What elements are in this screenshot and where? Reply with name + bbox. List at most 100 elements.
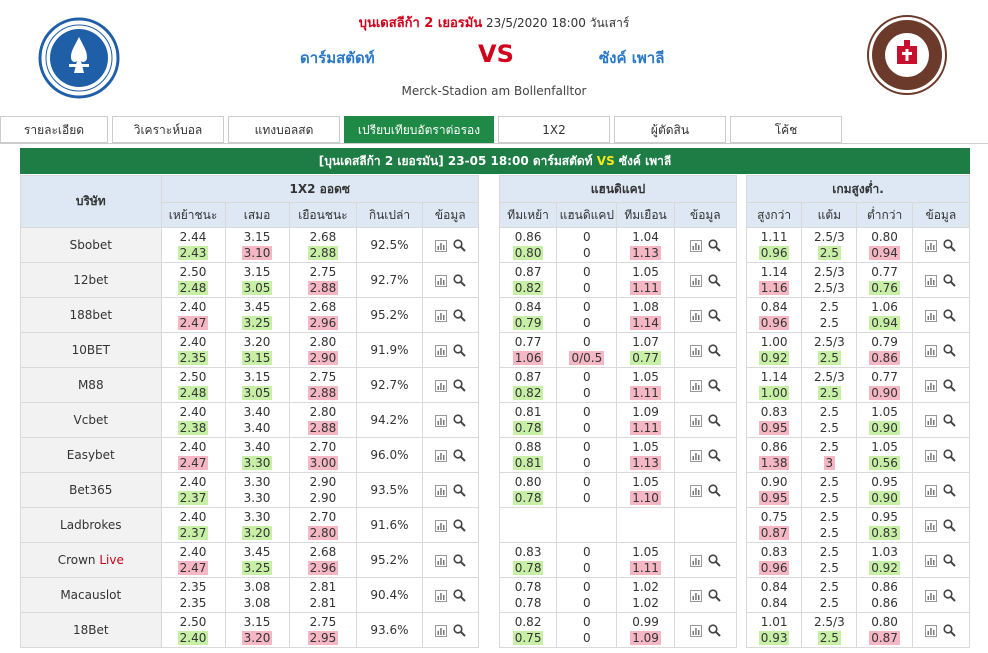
search-icon[interactable] (453, 414, 466, 427)
search-icon[interactable] (708, 449, 721, 462)
search-icon[interactable] (453, 449, 466, 462)
search-icon[interactable] (453, 484, 466, 497)
search-icon[interactable] (453, 344, 466, 357)
company-label[interactable]: Easybet (66, 448, 115, 462)
chart-icon[interactable] (925, 274, 938, 287)
company-label[interactable]: 188bet (69, 308, 113, 322)
search-icon[interactable] (453, 379, 466, 392)
company-label[interactable]: Ladbrokes (60, 518, 122, 532)
search-icon[interactable] (943, 519, 957, 532)
search-icon[interactable] (943, 624, 957, 637)
chart-icon[interactable] (689, 589, 702, 602)
company-label[interactable]: Vcbet (73, 413, 109, 427)
chart-icon[interactable] (925, 239, 938, 252)
chart-icon[interactable] (434, 624, 447, 637)
chart-icon[interactable] (925, 344, 938, 357)
search-icon[interactable] (943, 589, 957, 602)
chart-icon[interactable] (689, 239, 702, 252)
company-label[interactable]: Bet365 (69, 483, 113, 497)
search-icon[interactable] (453, 239, 466, 252)
chart-icon[interactable] (689, 274, 702, 287)
chart-icon[interactable] (434, 519, 447, 532)
company-label[interactable]: Sbobet (69, 238, 112, 252)
search-icon[interactable] (453, 589, 466, 602)
search-icon[interactable] (943, 239, 957, 252)
tab-4[interactable]: 1X2 (498, 116, 610, 143)
chart-icon[interactable] (925, 484, 938, 497)
search-icon[interactable] (943, 379, 957, 392)
search-icon[interactable] (943, 484, 957, 497)
search-icon[interactable] (453, 554, 466, 567)
chart-icon[interactable] (689, 414, 702, 427)
company-name[interactable]: M88 (20, 367, 162, 403)
chart-icon[interactable] (434, 414, 447, 427)
search-icon[interactable] (708, 589, 721, 602)
search-icon[interactable] (943, 309, 957, 322)
chart-icon[interactable] (434, 274, 447, 287)
chart-icon[interactable] (925, 589, 938, 602)
company-name[interactable]: Crown Live (20, 542, 162, 578)
tab-0[interactable]: รายละเอียด (0, 116, 108, 143)
search-icon[interactable] (943, 344, 957, 357)
chart-icon[interactable] (434, 484, 447, 497)
search-icon[interactable] (708, 624, 721, 637)
chart-icon[interactable] (434, 449, 447, 462)
company-name[interactable]: Sbobet (20, 227, 162, 263)
chart-icon[interactable] (925, 309, 938, 322)
company-label[interactable]: 12bet (73, 273, 109, 287)
chart-icon[interactable] (925, 449, 938, 462)
chart-icon[interactable] (434, 589, 447, 602)
chart-icon[interactable] (925, 519, 938, 532)
company-label[interactable]: 18Bet (72, 623, 109, 637)
chart-icon[interactable] (925, 624, 938, 637)
company-name[interactable]: Vcbet (20, 402, 162, 438)
search-icon[interactable] (943, 274, 957, 287)
chart-icon[interactable] (689, 379, 702, 392)
chart-icon[interactable] (434, 239, 447, 252)
tab-1[interactable]: วิเคราะห์บอล (112, 116, 224, 143)
chart-icon[interactable] (925, 379, 938, 392)
tab-5[interactable]: ผู้ตัดสิน (614, 116, 726, 143)
chart-icon[interactable] (689, 624, 702, 637)
tab-3[interactable]: เปรียบเทียบอัตราต่อรอง (344, 116, 494, 143)
chart-icon[interactable] (689, 344, 702, 357)
chart-icon[interactable] (689, 554, 702, 567)
tab-6[interactable]: โค้ช (730, 116, 842, 143)
league-name[interactable]: บุนเดสลีก้า 2 เยอรมัน (358, 16, 483, 31)
search-icon[interactable] (708, 554, 721, 567)
chart-icon[interactable] (689, 449, 702, 462)
home-team-name[interactable]: ดาร์มสตัดท์ (300, 49, 375, 67)
company-name[interactable]: Ladbrokes (20, 507, 162, 543)
chart-icon[interactable] (434, 309, 447, 322)
company-name[interactable]: 10BET (20, 332, 162, 368)
chart-icon[interactable] (434, 379, 447, 392)
search-icon[interactable] (708, 484, 721, 497)
search-icon[interactable] (453, 309, 466, 322)
company-name[interactable]: 18Bet (20, 612, 162, 648)
away-team-name[interactable]: ซังค์ เพาลี (599, 49, 665, 67)
live-link[interactable]: Live (99, 553, 124, 567)
company-name[interactable]: 188bet (20, 297, 162, 333)
search-icon[interactable] (453, 519, 466, 532)
chart-icon[interactable] (925, 414, 938, 427)
company-label[interactable]: 10BET (71, 343, 110, 357)
company-name[interactable]: Easybet (20, 437, 162, 473)
company-name[interactable]: 12bet (20, 262, 162, 298)
search-icon[interactable] (708, 309, 721, 322)
company-label[interactable]: Macauslot (60, 588, 122, 602)
company-name[interactable]: Macauslot (20, 577, 162, 613)
search-icon[interactable] (943, 554, 957, 567)
chart-icon[interactable] (434, 344, 447, 357)
search-icon[interactable] (708, 414, 721, 427)
company-label[interactable]: M88 (77, 378, 104, 392)
search-icon[interactable] (708, 274, 721, 287)
search-icon[interactable] (943, 414, 957, 427)
tab-2[interactable]: แทงบอลสด (228, 116, 340, 143)
company-label[interactable]: Crown (57, 553, 96, 567)
company-name[interactable]: Bet365 (20, 472, 162, 508)
search-icon[interactable] (708, 344, 721, 357)
chart-icon[interactable] (925, 554, 938, 567)
search-icon[interactable] (943, 449, 957, 462)
search-icon[interactable] (708, 239, 721, 252)
search-icon[interactable] (453, 274, 466, 287)
